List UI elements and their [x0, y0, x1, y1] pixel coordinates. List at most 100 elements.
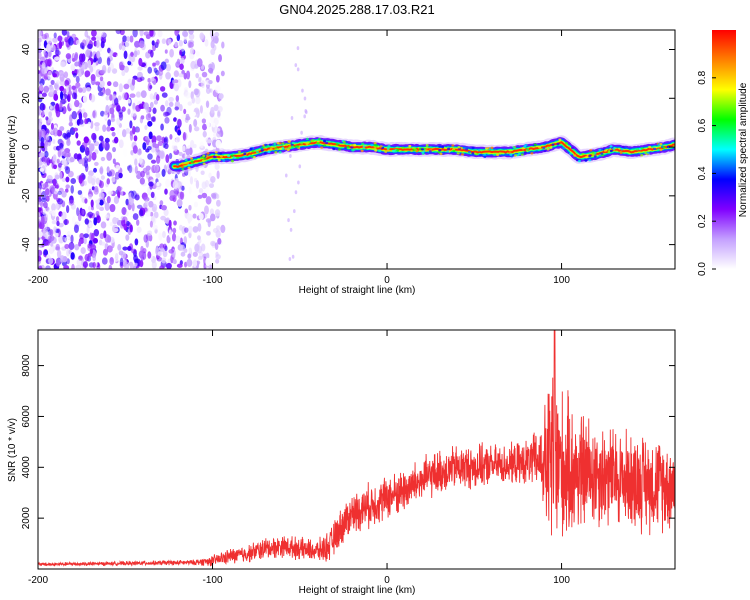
noise-speck — [157, 30, 163, 38]
noise-speck — [168, 229, 173, 238]
noise-speck — [149, 30, 154, 37]
noise-speck — [82, 94, 88, 104]
noise-speck — [102, 248, 108, 256]
noise-speck — [78, 240, 82, 247]
y-tick-label: 20 — [21, 92, 32, 104]
noise-speck — [160, 204, 167, 211]
noise-speck — [174, 30, 179, 37]
noise-speck — [43, 213, 48, 222]
ridge-speck — [276, 141, 280, 145]
noise-speck — [129, 35, 134, 43]
noise-speck — [55, 80, 61, 85]
noise-speck — [165, 63, 171, 72]
noise-speck — [163, 137, 168, 143]
noise-speck — [70, 234, 74, 244]
ridge-speck — [281, 146, 285, 150]
noise-speck — [162, 250, 168, 258]
ridge-speck — [619, 151, 623, 155]
ridge-speck — [264, 143, 268, 147]
ridge-speck — [479, 153, 483, 157]
noise-speck — [68, 84, 72, 92]
noise-speck — [38, 198, 41, 205]
ridge-speck — [420, 148, 424, 151]
noise-speck — [50, 44, 56, 52]
noise-speck — [136, 226, 142, 233]
noise-speck — [133, 135, 138, 142]
noise-speck — [296, 67, 300, 72]
noise-speck — [169, 48, 174, 58]
noise-speck — [188, 231, 192, 239]
ridge-speck — [662, 146, 666, 149]
noise-speck — [142, 142, 147, 151]
noise-speck — [205, 257, 211, 267]
noise-speck — [82, 112, 88, 119]
noise-speck — [210, 240, 216, 247]
noise-speck — [164, 58, 170, 64]
noise-speck — [164, 49, 168, 54]
noise-speck — [193, 88, 199, 96]
noise-speck — [183, 248, 188, 253]
noise-speck — [154, 228, 158, 234]
noise-speck — [301, 88, 304, 93]
noise-speck — [59, 85, 65, 92]
ridge-speck — [513, 154, 517, 157]
noise-speck — [294, 63, 298, 68]
ridge-speck — [232, 156, 236, 159]
noise-speck — [102, 124, 107, 132]
noise-speck — [59, 255, 65, 263]
ridge-speck — [543, 149, 547, 153]
ridge-speck — [640, 147, 644, 150]
noise-speck — [52, 155, 57, 165]
noise-speck — [41, 66, 48, 75]
ridge-speck — [176, 163, 180, 166]
x-tick-label: 100 — [553, 575, 570, 586]
spectral-ridge — [167, 135, 675, 174]
x-tick-label: 0 — [384, 575, 390, 586]
ridge-speck — [361, 142, 365, 145]
ridge-speck — [377, 149, 381, 152]
noise-speck — [42, 229, 49, 238]
ridge-speck — [269, 147, 273, 151]
noise-speck — [122, 92, 128, 100]
noise-speck — [151, 135, 157, 144]
noise-speck — [197, 255, 203, 261]
noise-speck — [161, 92, 168, 98]
y-tick-label: 4000 — [21, 456, 32, 479]
noise-speck — [59, 149, 63, 156]
noise-speck — [39, 102, 45, 111]
noise-speck — [294, 190, 298, 195]
noise-speck — [160, 123, 164, 131]
noise-speck — [93, 167, 98, 173]
noise-speck — [106, 57, 111, 66]
noise-speck — [48, 257, 54, 265]
noise-speck — [175, 60, 180, 67]
noise-speck — [208, 63, 213, 69]
noise-speck — [94, 161, 99, 166]
spectrogram-ylabel: Frequency (Hz) — [7, 116, 18, 185]
noise-speck — [99, 232, 105, 240]
noise-speck — [135, 188, 141, 194]
noise-speck — [182, 131, 187, 141]
ridge-speck — [591, 151, 595, 154]
noise-speck — [140, 170, 145, 178]
noise-speck — [149, 85, 153, 90]
ridge-speck — [379, 145, 383, 148]
noise-speck — [130, 190, 137, 199]
noise-speck — [145, 113, 152, 121]
noise-speck — [65, 53, 72, 60]
noise-speck — [116, 125, 120, 135]
noise-speck — [103, 230, 107, 239]
noise-speck — [187, 225, 193, 234]
noise-speck — [46, 37, 53, 44]
noise-speck — [59, 102, 63, 111]
ridge-speck — [325, 141, 329, 145]
noise-speck — [188, 123, 192, 133]
noise-speck — [95, 210, 100, 217]
noise-speck — [134, 40, 140, 48]
noise-speck — [83, 237, 87, 245]
ridge-speck — [200, 156, 204, 159]
noise-speck — [51, 209, 56, 217]
noise-speck — [65, 184, 70, 189]
noise-speck — [160, 215, 167, 221]
noise-speck — [66, 139, 71, 147]
